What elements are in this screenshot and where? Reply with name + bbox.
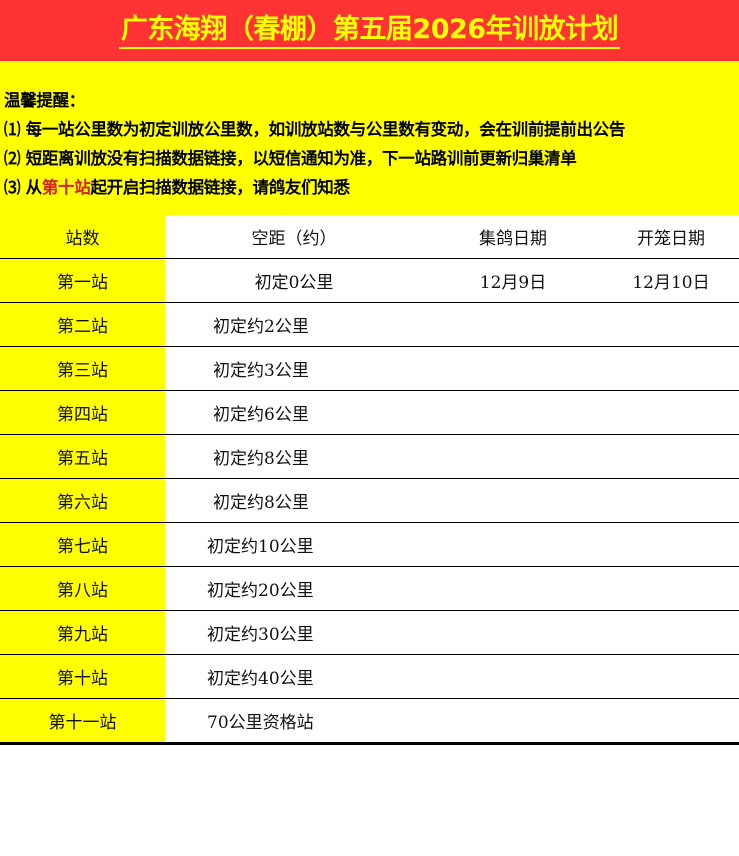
table-row: 第九站 初定约30公里	[0, 610, 739, 655]
cell-distance: 初定0公里	[165, 258, 423, 303]
table-row: 第七站 初定约10公里	[0, 522, 739, 567]
cell-collect-date	[423, 434, 603, 479]
title-bar: 广东海翔（春棚）第五届2026年训放计划	[0, 0, 739, 61]
notice-heading: 温馨提醒：	[4, 91, 86, 110]
cell-collect-date	[423, 478, 603, 523]
cell-station: 第十站	[0, 654, 165, 699]
cell-collect-date	[423, 610, 603, 655]
cell-distance: 初定约40公里	[165, 654, 423, 699]
cell-collect-date	[423, 566, 603, 611]
cell-station: 第九站	[0, 610, 165, 655]
cell-distance: 初定约8公里	[165, 478, 423, 523]
table-row: 第三站 初定约3公里	[0, 346, 739, 391]
notice-line-3-prefix: ⑶ 从	[4, 178, 42, 197]
table-row: 第四站 初定约6公里	[0, 390, 739, 435]
cell-collect-date: 12月9日	[423, 258, 603, 303]
cell-station: 第八站	[0, 566, 165, 611]
cell-distance: 初定约2公里	[165, 302, 423, 347]
cell-station: 第二站	[0, 302, 165, 347]
schedule-table: 站数 空距（约） 集鸽日期 开笼日期 第一站 初定0公里 12月9日 12月10日 第二…	[0, 215, 739, 745]
table-row: 第八站 初定约20公里	[0, 566, 739, 611]
cell-distance: 初定约8公里	[165, 434, 423, 479]
cell-station: 第四站	[0, 390, 165, 435]
cell-release-date	[603, 610, 739, 655]
notice-line-1: ⑴ 每一站公里数为初定训放公里数，如训放站数与公里数有变动，会在训前提前出公告	[4, 120, 626, 139]
cell-distance: 初定约30公里	[165, 610, 423, 655]
cell-collect-date	[423, 654, 603, 699]
notice-line-3-suffix: 起开启扫描数据链接，请鸽友们知悉	[90, 178, 350, 197]
cell-release-date	[603, 522, 739, 567]
cell-station: 第五站	[0, 434, 165, 479]
cell-release-date: 12月10日	[603, 258, 739, 303]
cell-release-date	[603, 698, 739, 745]
cell-collect-date	[423, 698, 603, 745]
cell-collect-date	[423, 302, 603, 347]
table-row: 第一站 初定0公里 12月9日 12月10日	[0, 258, 739, 303]
notice-panel: 温馨提醒： ⑴ 每一站公里数为初定训放公里数，如训放站数与公里数有变动，会在训前…	[0, 61, 739, 215]
cell-station: 第三站	[0, 346, 165, 391]
cell-collect-date	[423, 390, 603, 435]
cell-collect-date	[423, 346, 603, 391]
cell-station: 第六站	[0, 478, 165, 523]
header-distance: 空距（约）	[165, 215, 423, 259]
table-row: 第十站 初定约40公里	[0, 654, 739, 699]
table-header-row: 站数 空距（约） 集鸽日期 开笼日期	[0, 215, 739, 259]
header-collect-date: 集鸽日期	[423, 215, 603, 259]
cell-distance: 初定约3公里	[165, 346, 423, 391]
cell-release-date	[603, 566, 739, 611]
cell-distance: 初定约10公里	[165, 522, 423, 567]
cell-release-date	[603, 434, 739, 479]
cell-station: 第七站	[0, 522, 165, 567]
cell-distance: 70公里资格站	[165, 698, 423, 745]
cell-distance: 初定约6公里	[165, 390, 423, 435]
table-row: 第五站 初定约8公里	[0, 434, 739, 479]
table-row: 第六站 初定约8公里	[0, 478, 739, 523]
notice-line-2: ⑵ 短距离训放没有扫描数据链接，以短信通知为准，下一站路训前更新归巢清单	[4, 149, 577, 168]
cell-release-date	[603, 346, 739, 391]
cell-distance: 初定约20公里	[165, 566, 423, 611]
header-station: 站数	[0, 215, 165, 259]
header-release-date: 开笼日期	[603, 215, 739, 259]
page-title: 广东海翔（春棚）第五届2026年训放计划	[118, 13, 621, 49]
cell-release-date	[603, 390, 739, 435]
cell-station: 第十一站	[0, 698, 165, 745]
notice-line-3-highlight: 第十站	[41, 178, 91, 197]
notice-line-3: ⑶ 从第十站起开启扫描数据链接，请鸽友们知悉	[4, 173, 739, 202]
cell-release-date	[603, 654, 739, 699]
cell-release-date	[603, 302, 739, 347]
cell-release-date	[603, 478, 739, 523]
table-row: 第二站 初定约2公里	[0, 302, 739, 347]
table-row: 第十一站 70公里资格站	[0, 698, 739, 745]
cell-station: 第一站	[0, 258, 165, 303]
cell-collect-date	[423, 522, 603, 567]
